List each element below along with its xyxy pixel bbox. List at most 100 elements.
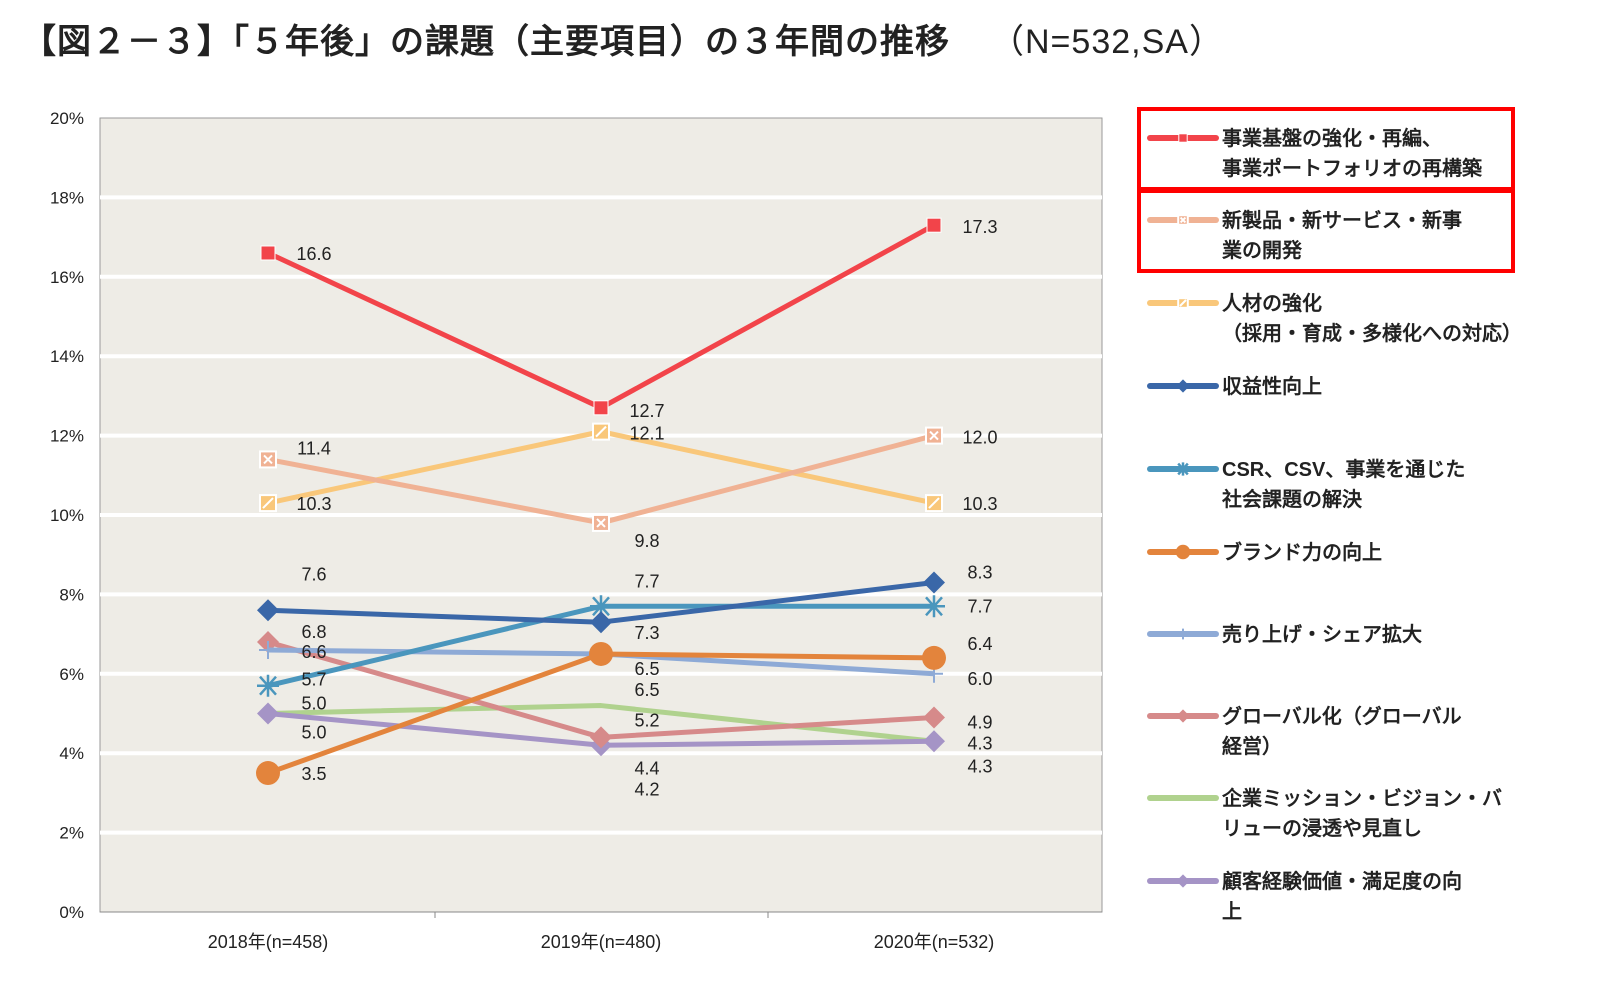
marker-hatch	[595, 425, 607, 438]
legend-label: 事業ポートフォリオの再構築	[1222, 156, 1483, 180]
diamond-marker	[590, 611, 612, 634]
diamond-marker	[923, 706, 945, 729]
diamond-marker	[1176, 874, 1190, 888]
data-label: 7.7	[634, 571, 659, 591]
legend-label: 新製品・新サービス・新事	[1222, 208, 1462, 232]
series-1	[260, 217, 942, 416]
data-label: 12.1	[629, 424, 664, 444]
legend-label: 経営）	[1222, 734, 1282, 758]
data-label: 4.3	[967, 733, 992, 753]
legend-label: CSR、CSV、事業を通じた	[1222, 457, 1465, 481]
data-label: 12.0	[962, 428, 997, 448]
data-label: 7.6	[301, 564, 326, 584]
y-tick-label: 6%	[59, 665, 84, 684]
y-tick-label: 16%	[50, 268, 84, 287]
legend-label: グローバル化（グローバル	[1222, 704, 1462, 728]
data-label: 3.5	[301, 764, 326, 784]
square-marker	[1178, 133, 1188, 143]
legend-label: 顧客経験価値・満足度の向	[1222, 869, 1462, 893]
data-label: 11.4	[297, 438, 331, 458]
legend-label: 上	[1222, 900, 1242, 923]
diamond-marker	[923, 571, 945, 594]
series-9	[267, 703, 935, 744]
diamond-marker	[923, 730, 945, 753]
series-5	[257, 595, 945, 697]
data-label: 6.5	[634, 680, 659, 700]
data-label: 7.7	[967, 596, 992, 616]
diamond-marker	[257, 702, 279, 725]
subtitle-text: （N=532,SA）	[990, 23, 1224, 61]
data-label: 6.0	[967, 669, 992, 689]
series-6	[256, 641, 946, 786]
data-label: 12.7	[629, 401, 664, 421]
legend-item: 人材の強化 （採用・育成・多様化への対応）	[1147, 291, 1522, 345]
data-label: 6.4	[967, 634, 992, 654]
data-label: 5.2	[634, 711, 659, 731]
square-marker	[260, 245, 276, 261]
legend-label: ブランド力の向上	[1222, 540, 1382, 564]
circle-marker	[589, 641, 613, 666]
marker-hatch	[928, 497, 940, 509]
diamond-marker	[590, 726, 612, 749]
marker-hatch	[1179, 299, 1187, 307]
diamond-marker	[1176, 379, 1190, 393]
data-label: 7.3	[634, 623, 659, 643]
data-label: 4.2	[634, 779, 659, 799]
data-label: 6.5	[634, 659, 659, 679]
y-tick-label: 2%	[59, 824, 84, 843]
x-tick-label: 2020年(n=532)	[874, 932, 995, 952]
diamond-marker	[1176, 709, 1190, 723]
y-tick-label: 8%	[59, 585, 84, 604]
plus-marker	[259, 640, 277, 659]
circle-marker	[256, 761, 280, 786]
y-tick-label: 0%	[59, 903, 84, 922]
marker-hatch	[262, 497, 274, 509]
diamond-marker	[257, 599, 279, 622]
data-label: 6.6	[301, 642, 326, 662]
y-tick-label: 12%	[50, 427, 84, 446]
legend-item: ブランド力の向上	[1147, 540, 1382, 564]
legend-highlight-box	[1137, 189, 1515, 273]
asterisk-marker	[590, 595, 612, 618]
legend-label: 事業基盤の強化・再編、	[1222, 126, 1442, 150]
data-label: 6.8	[301, 622, 326, 642]
square-marker	[593, 400, 609, 416]
title-text: 【図２－３】「５年後」の課題（主要項目）の３年間の推移	[22, 23, 950, 61]
series-line	[267, 703, 935, 744]
circle-marker	[922, 645, 946, 670]
y-tick-label: 18%	[50, 188, 84, 207]
asterisk-marker	[1176, 462, 1190, 476]
square-marker	[926, 217, 942, 233]
y-tick-label: 20%	[50, 109, 84, 128]
data-label: 5.7	[301, 670, 326, 690]
data-label: 17.3	[962, 217, 997, 237]
data-label: 5.0	[301, 694, 326, 714]
legend-label: 業の開発	[1222, 238, 1303, 262]
series-2	[259, 426, 943, 532]
marker-cross	[263, 454, 273, 465]
y-tick-label: 10%	[50, 506, 84, 525]
x-tick-label: 2018年(n=458)	[208, 932, 329, 952]
chart-title: 【図２－３】「５年後」の課題（主要項目）の３年間の推移 （N=532,SA）	[22, 14, 1224, 63]
data-label: 9.8	[634, 531, 659, 551]
legend-label: （採用・育成・多様化への対応）	[1222, 321, 1522, 345]
series-4	[257, 571, 945, 634]
legend-label: 企業ミッション・ビジョン・バ	[1221, 786, 1502, 810]
marker-cross	[929, 430, 939, 441]
data-label: 8.3	[967, 562, 992, 582]
data-label: 10.3	[296, 494, 331, 514]
legend-label: 収益性向上	[1222, 374, 1322, 398]
y-tick-label: 4%	[59, 744, 84, 763]
legend-label: 売り上げ・シェア拡大	[1222, 622, 1422, 646]
legend-label: 社会課題の解決	[1221, 487, 1363, 511]
data-label: 16.6	[296, 244, 331, 264]
legend-label: 人材の強化	[1222, 291, 1322, 315]
data-label: 4.3	[967, 756, 992, 776]
legend-label: リューの浸透や見直し	[1222, 816, 1422, 840]
